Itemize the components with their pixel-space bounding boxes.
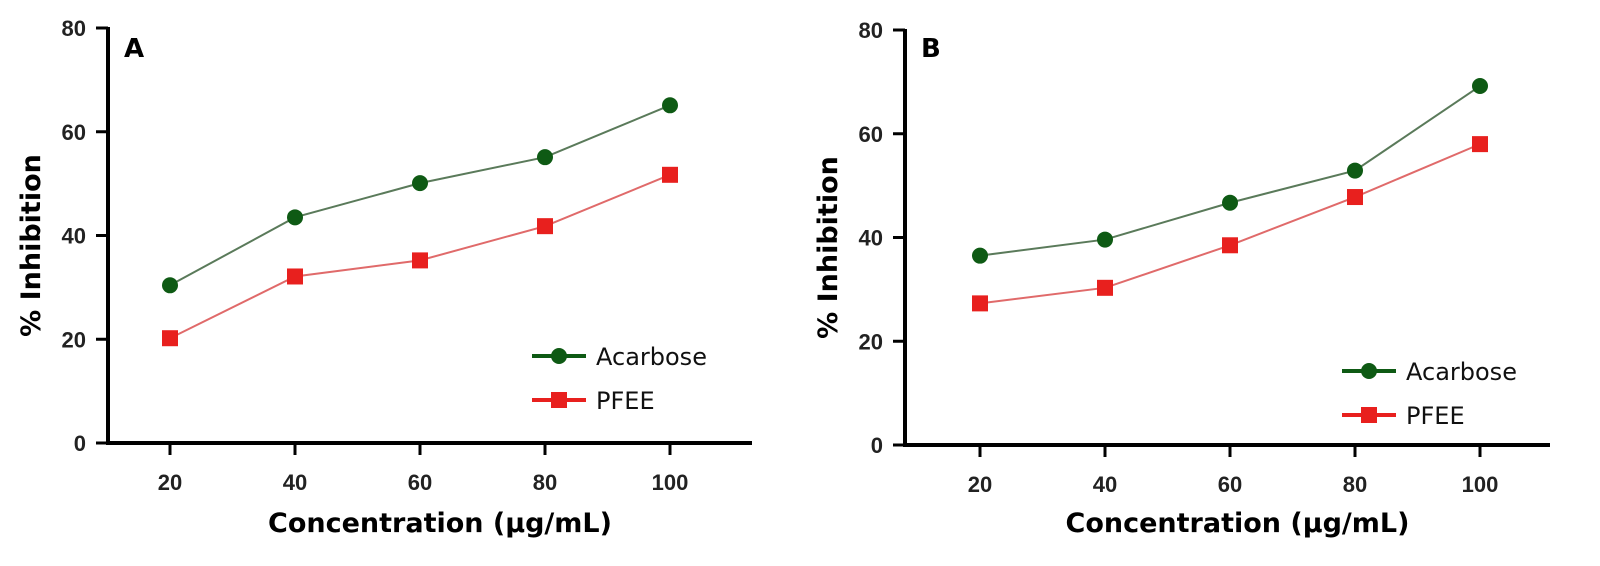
series-line-pfee (979, 143, 1481, 305)
chart-panel-B: 0 20 40 60 80 20 40 60 80 100 Concentration (µg/mL… (813, 18, 1550, 539)
legend-label: PFEE (1406, 402, 1465, 430)
data-point (662, 97, 678, 114)
y-tick-label: 40 (62, 224, 86, 249)
data-point (162, 330, 178, 347)
y-axis-label: % Inhibition (813, 156, 844, 339)
panel-label: A (124, 34, 144, 64)
data-point (1222, 237, 1238, 254)
y-tick-label: 40 (859, 226, 883, 251)
x-tick-label: 60 (1218, 472, 1242, 497)
data-point (1222, 194, 1238, 211)
data-point (537, 149, 553, 166)
x-tick-label: 40 (1093, 472, 1117, 497)
data-point (1347, 162, 1363, 179)
data-point (412, 252, 428, 269)
data-point (162, 277, 178, 294)
y-tick-label: 0 (871, 433, 883, 458)
legend-marker (551, 348, 567, 364)
data-point (972, 247, 988, 264)
panel-label: B (921, 34, 941, 64)
data-point (412, 175, 428, 192)
data-point (1097, 231, 1113, 248)
x-tick-label: 100 (652, 470, 689, 495)
y-tick-label: 20 (62, 327, 86, 352)
data-point (537, 218, 553, 235)
legend-marker (551, 392, 567, 408)
y-tick-label: 80 (62, 16, 86, 41)
data-point (1347, 189, 1363, 206)
data-point (972, 295, 988, 312)
data-point (662, 166, 678, 183)
x-axis-label: Concentration (µg/mL) (1066, 508, 1410, 539)
y-axis-label: % Inhibition (16, 154, 47, 337)
data-point (1472, 78, 1488, 95)
data-point (1097, 279, 1113, 296)
x-tick-label: 20 (158, 470, 182, 495)
legend-marker (1361, 363, 1377, 379)
x-axis-label: Concentration (µg/mL) (268, 508, 612, 539)
x-tick-label: 80 (533, 470, 557, 495)
data-point (287, 209, 303, 226)
y-tick-label: 0 (74, 431, 86, 456)
chart-panel-A: 0 20 40 60 80 20 40 60 80 100 Concentration (µg/mL… (16, 16, 752, 539)
legend-label: Acarbose (1406, 358, 1517, 386)
series-line-acarbose (979, 85, 1481, 257)
y-tick-label: 60 (859, 122, 883, 147)
x-tick-label: 60 (408, 470, 432, 495)
y-tick-label: 20 (859, 329, 883, 354)
x-tick-label: 20 (968, 472, 992, 497)
y-tick-label: 60 (62, 120, 86, 145)
x-tick-label: 100 (1462, 472, 1499, 497)
legend-label: Acarbose (596, 343, 707, 371)
x-tick-label: 80 (1343, 472, 1367, 497)
y-tick-label: 80 (859, 18, 883, 43)
legend-marker (1361, 407, 1377, 423)
x-tick-label: 40 (283, 470, 307, 495)
data-point (1472, 136, 1488, 153)
data-point (287, 268, 303, 285)
legend-label: PFEE (596, 387, 655, 415)
